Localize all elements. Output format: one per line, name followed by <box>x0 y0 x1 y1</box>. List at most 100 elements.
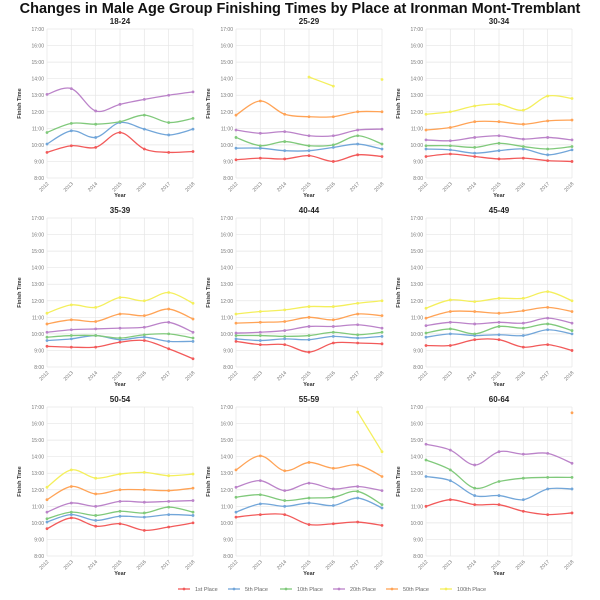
data-point <box>142 511 146 515</box>
data-point <box>307 496 311 500</box>
y-tick-label: 11:00 <box>411 315 423 321</box>
data-point <box>521 452 525 456</box>
y-tick-label: 11:00 <box>32 504 44 510</box>
data-point <box>69 129 73 133</box>
data-point <box>167 121 171 124</box>
data-point <box>234 339 238 343</box>
data-point <box>497 494 501 497</box>
data-point <box>167 332 171 336</box>
x-tick-label: 2012 <box>227 181 239 193</box>
data-point <box>497 311 501 315</box>
data-point <box>570 332 574 336</box>
data-point <box>473 104 477 108</box>
legend-item[interactable]: 50th Place <box>386 587 429 593</box>
data-point <box>570 148 574 152</box>
panel-35-39: 35-39 8:00 9:00 10:00 11:00 12:00 13:00 14:00 15… <box>5 203 205 393</box>
series-5th-place <box>424 147 574 157</box>
data-point <box>94 514 98 517</box>
y-tick-label: 16:00 <box>31 233 44 239</box>
data-point <box>521 122 525 126</box>
y-tick-label: 12:00 <box>220 488 233 494</box>
y-tick-label: 10:00 <box>31 332 44 338</box>
data-point <box>283 343 287 347</box>
y-tick-label: 11:00 <box>32 126 44 132</box>
data-point <box>191 150 195 153</box>
data-point <box>69 485 73 488</box>
data-point <box>45 311 49 315</box>
y-tick-label: 9:00 <box>413 348 423 354</box>
data-point <box>118 499 122 503</box>
data-point <box>380 142 384 146</box>
legend-label: 20th Place <box>350 587 376 593</box>
data-point <box>424 147 428 151</box>
data-point <box>380 450 384 454</box>
data-point <box>258 310 262 313</box>
data-point <box>570 145 574 148</box>
data-point <box>45 339 49 342</box>
data-point <box>258 131 262 135</box>
series-50th-place <box>45 307 195 326</box>
data-point <box>258 144 262 148</box>
data-point <box>118 472 122 476</box>
y-axis-label: Finish Time <box>17 466 23 496</box>
data-point <box>546 451 550 455</box>
data-point <box>546 153 550 157</box>
data-point <box>448 139 452 143</box>
data-point <box>142 127 146 131</box>
y-tick-label: 17:00 <box>31 405 44 411</box>
panel-title: 40-44 <box>299 206 320 215</box>
data-point <box>380 314 384 318</box>
data-point <box>69 87 73 90</box>
data-point <box>356 128 360 132</box>
data-point <box>521 498 525 502</box>
y-tick-label: 14:00 <box>31 77 44 83</box>
data-point <box>307 461 311 464</box>
data-point <box>424 138 428 142</box>
data-point <box>283 504 287 508</box>
series-50th-place <box>45 485 195 502</box>
legend-item[interactable]: 10th Place <box>280 587 323 593</box>
x-tick-label: 2014 <box>276 181 288 193</box>
y-tick-label: 14:00 <box>410 266 423 272</box>
data-point <box>356 323 360 327</box>
data-point <box>118 488 122 492</box>
data-point <box>69 334 73 337</box>
legend-item[interactable]: 100th Place <box>440 587 486 593</box>
x-tick-label: 2016 <box>515 559 527 571</box>
panel-chart: 35-39 8:00 9:00 10:00 11:00 12:00 13:00 14:00 15… <box>17 206 197 388</box>
series-10th-place <box>45 113 195 134</box>
data-point <box>118 131 122 134</box>
data-point <box>45 92 49 96</box>
data-point <box>45 131 49 134</box>
data-point <box>380 110 384 114</box>
x-tick-label: 2012 <box>417 559 429 571</box>
x-tick-label: 2016 <box>325 370 337 382</box>
y-tick-label: 15:00 <box>220 438 233 444</box>
data-point <box>380 147 384 151</box>
data-point <box>448 110 452 114</box>
y-tick-label: 14:00 <box>220 266 233 272</box>
y-tick-label: 10:00 <box>220 332 233 338</box>
y-axis-label: Finish Time <box>206 466 212 496</box>
data-point <box>448 448 452 452</box>
data-point <box>191 330 195 334</box>
data-point <box>521 296 525 300</box>
x-tick-label: 2015 <box>300 370 312 382</box>
data-point <box>69 121 73 125</box>
data-point <box>356 301 360 305</box>
data-point <box>521 147 525 151</box>
data-point <box>234 337 238 341</box>
panel-title: 60-64 <box>489 395 510 404</box>
y-tick-label: 14:00 <box>220 455 233 461</box>
data-point <box>142 528 146 532</box>
legend-item[interactable]: 1st Place <box>178 587 218 593</box>
data-point <box>191 521 195 525</box>
x-tick-label: 2014 <box>276 370 288 382</box>
y-tick-label: 11:00 <box>221 315 233 321</box>
legend-marker <box>444 587 448 591</box>
data-point <box>424 504 428 508</box>
data-point <box>283 334 287 338</box>
legend-item[interactable]: 20th Place <box>333 587 376 593</box>
x-tick-label: 2017 <box>160 370 172 382</box>
legend-item[interactable]: 5th Place <box>228 587 268 593</box>
